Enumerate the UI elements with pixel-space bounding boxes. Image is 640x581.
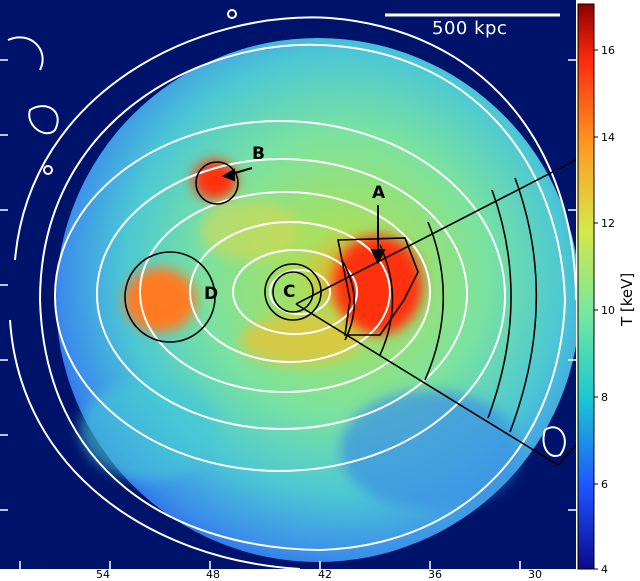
sector-edge-lower [295,303,559,466]
region-b-circle [195,161,239,205]
x-tick-label: 48 [206,568,220,581]
map-svg [0,9,576,569]
colorbar-gradient [577,3,595,570]
colorbar-tick-label: 16 [601,44,615,57]
brightness-contours [7,9,576,569]
colorbar-tick-label: 10 [601,304,615,317]
colorbar-tick-label: 8 [601,391,608,404]
colorbar-tick-label: 4 [601,563,608,576]
analysis-regions [124,159,576,466]
colorbar [577,3,598,570]
arrows [221,167,386,265]
x-tick-label: 54 [96,568,110,581]
sector-edge-upper [295,159,576,305]
temperature-map: 500 kpc B A C D [0,0,576,569]
region-d-circle [124,251,216,343]
colorbar-tick-label: 6 [601,478,608,491]
region-label-c: C [283,282,296,302]
x-tick-label: 30 [528,568,542,581]
scalebar-label: 500 kpc [432,18,508,39]
region-label-d: D [204,284,219,304]
hot-spots [80,160,520,510]
region-label-b: B [252,144,265,164]
colorbar-title: T [keV] [618,272,636,326]
colorbar-ticks [594,49,598,570]
axis-ticks [0,59,576,569]
x-tick-label: 36 [428,568,442,581]
x-tick-label: 42 [318,568,332,581]
colorbar-tick-label: 14 [601,131,615,144]
region-label-a: A [372,183,386,203]
colorbar-tick-label: 12 [601,217,615,230]
region-c-inner-circle [272,271,314,313]
